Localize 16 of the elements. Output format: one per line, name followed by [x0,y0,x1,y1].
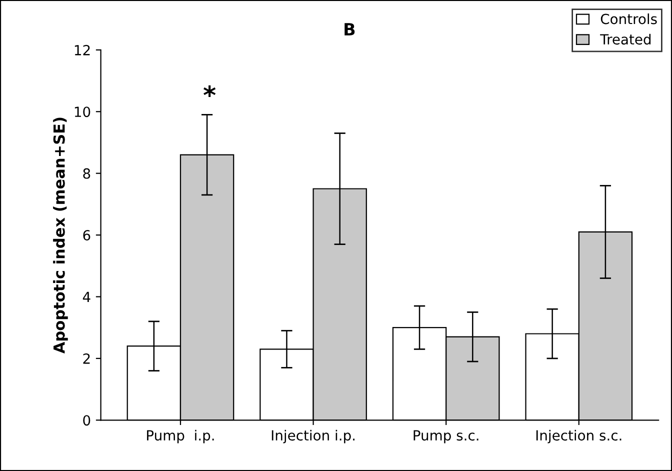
legend-label: Controls [600,13,657,24]
y-tick-label: 2 [83,353,90,364]
y-axis-title: Apoptotic index (mean+SE) [53,118,68,354]
y-tick-label: 6 [83,230,90,241]
y-tick-label: 8 [83,168,90,179]
legend-label: Treated [600,34,651,45]
y-tick-label: 4 [82,292,90,302]
x-tick-label: Pump i.p. [147,430,214,444]
x-tick-label: Pump s.c. [414,430,478,444]
y-tick-label: 10 [74,106,90,118]
annotation: * [204,85,216,98]
chart-title: B [344,23,355,36]
x-tick-label: Injection s.c. [536,430,622,444]
y-tick-label: 12 [74,44,90,56]
x-tick-label: Injection i.p. [272,430,355,444]
y-tick-label: 0 [83,415,90,426]
